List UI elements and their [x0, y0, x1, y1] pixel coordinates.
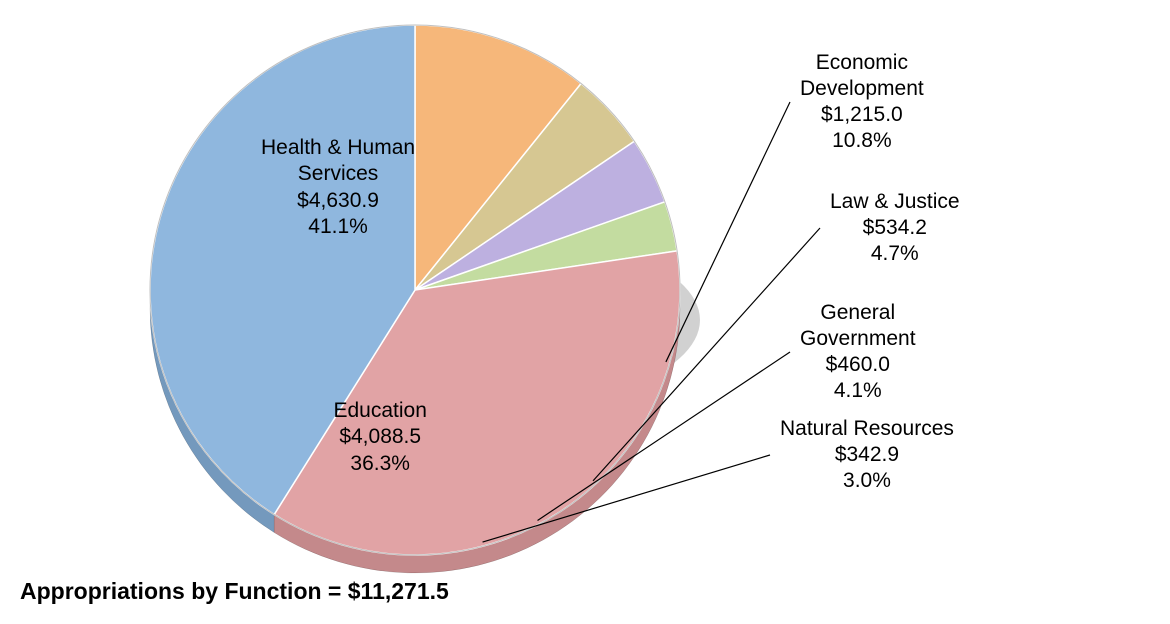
appropriations-pie-chart: Economic Development $1,215.0 10.8% Law &…: [0, 0, 1170, 624]
leader-econ_dev: [666, 102, 790, 362]
label-nat_res: Natural Resources $342.9 3.0%: [780, 416, 954, 495]
pie-svg: [0, 0, 1170, 624]
label-hhs: Health & Human Services $4,630.9 41.1%: [261, 135, 415, 240]
label-law_justice: Law & Justice $534.2 4.7%: [830, 189, 960, 268]
label-econ_dev: Economic Development $1,215.0 10.8%: [800, 50, 924, 155]
chart-caption: Appropriations by Function = $11,271.5: [20, 578, 449, 605]
label-gen_gov: General Government $460.0 4.1%: [800, 300, 916, 405]
label-education: Education $4,088.5 36.3%: [334, 398, 427, 477]
